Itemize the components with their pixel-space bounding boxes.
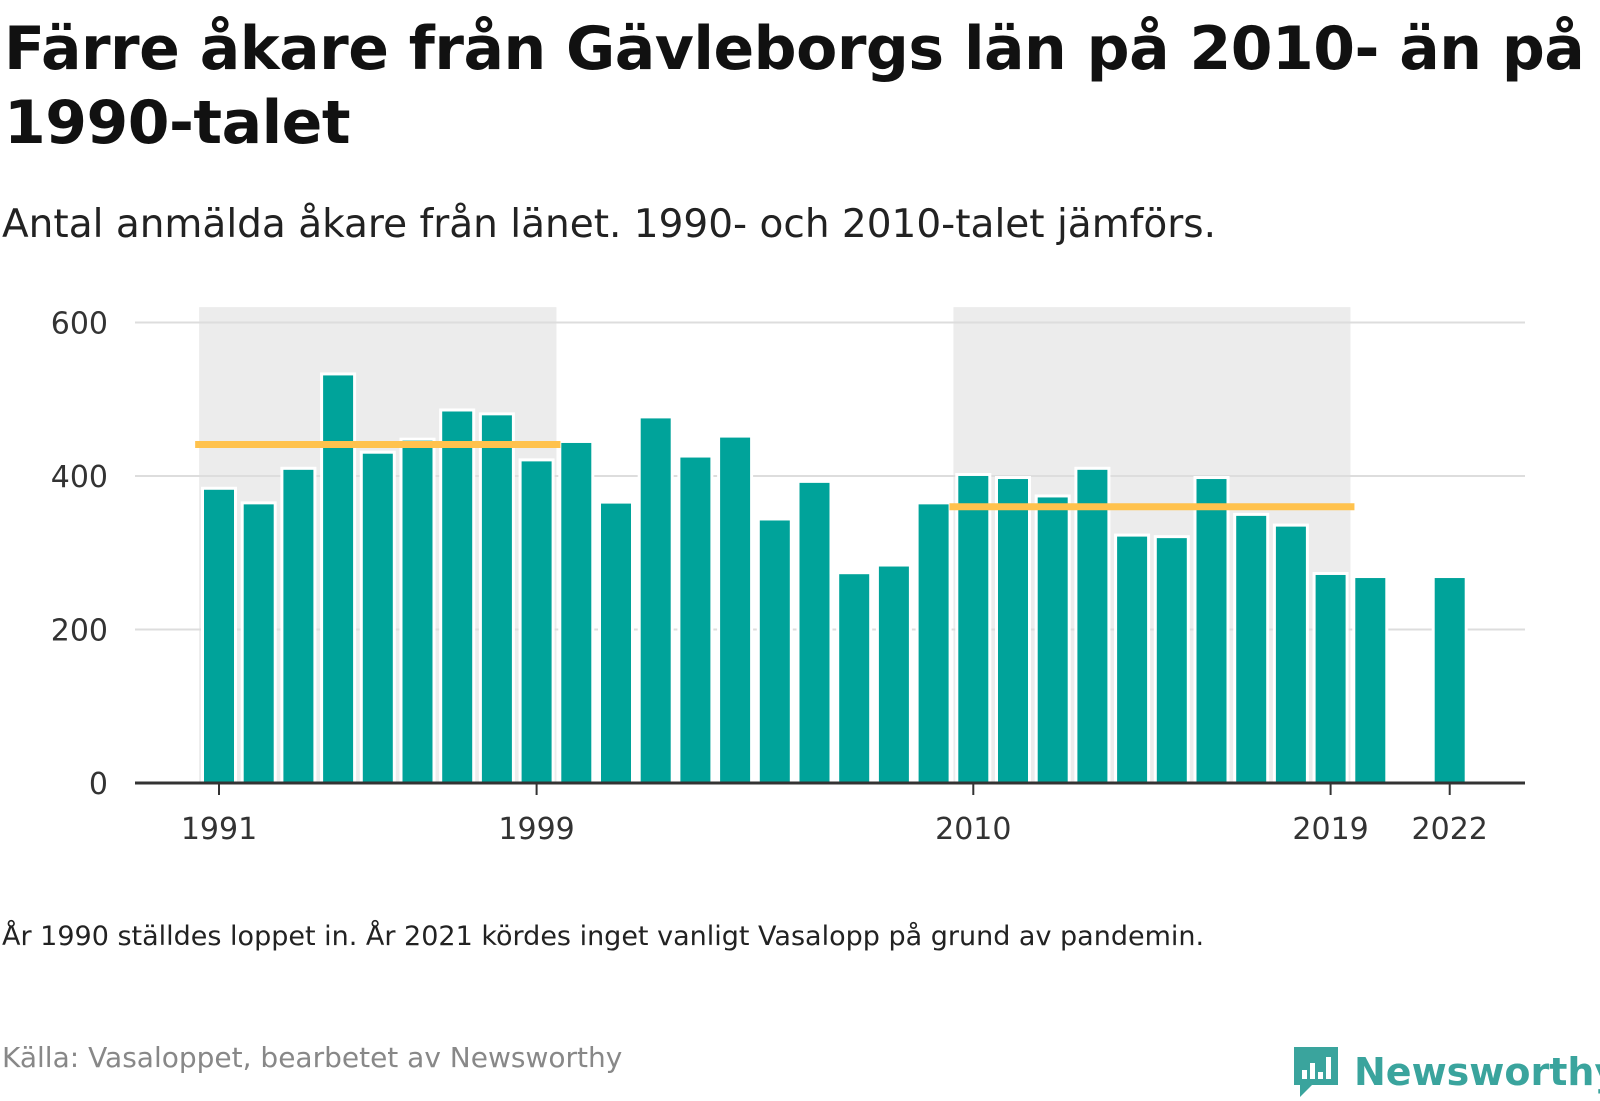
x-tick-label-2019: 2019 <box>1292 812 1368 847</box>
bar-1996 <box>399 437 436 785</box>
y-tick-label-600: 600 <box>51 307 108 342</box>
bar-2000 <box>558 439 595 785</box>
bar-2003 <box>677 454 714 785</box>
x-tick-label-2010: 2010 <box>935 812 1011 847</box>
bar-2016 <box>1193 476 1230 785</box>
x-axis: 1991 1999 2010 2019 2022 <box>135 781 1525 847</box>
footnote: År 1990 ställdes loppet in. År 2021 körd… <box>2 921 1205 952</box>
bar-2012 <box>1034 494 1071 785</box>
bar-2009 <box>915 501 952 785</box>
bar-2014 <box>1114 533 1151 785</box>
bar-1991 <box>201 486 237 785</box>
source-credit: Källa: Vasaloppet, bearbetet av Newswort… <box>2 1041 623 1074</box>
bar-2020 <box>1352 575 1389 785</box>
x-tick-label-2022: 2022 <box>1412 812 1488 847</box>
bar-1994 <box>320 372 357 785</box>
bars <box>201 372 1468 785</box>
bar-2015 <box>1153 535 1190 785</box>
y-axis: 0 200 400 600 <box>51 307 108 803</box>
bar-1995 <box>359 450 396 785</box>
newsworthy-logo-text: Newsworthy <box>1354 1050 1600 1094</box>
bar-2002 <box>637 415 674 785</box>
bar-1999 <box>518 458 555 785</box>
bar-1993 <box>280 466 317 785</box>
bar-2018 <box>1272 523 1309 785</box>
bar-2017 <box>1233 512 1270 785</box>
bar-1992 <box>240 501 277 785</box>
bar-1998 <box>478 412 515 785</box>
bar-2011 <box>995 476 1031 785</box>
bar-2007 <box>836 571 873 785</box>
y-tick-label-400: 400 <box>51 460 108 495</box>
chart-subtitle: Antal anmälda åkare från länet. 1990- oc… <box>2 202 1217 247</box>
newsworthy-logo: Newsworthy <box>1290 1043 1600 1101</box>
bar-2004 <box>717 434 754 785</box>
bar-2008 <box>875 563 912 785</box>
y-tick-label-0: 0 <box>89 767 108 802</box>
bar-2019 <box>1312 571 1349 785</box>
bar-2010 <box>955 472 992 785</box>
bar-2022 <box>1431 575 1468 785</box>
newsworthy-logo-icon <box>1294 1047 1338 1097</box>
y-tick-label-200: 200 <box>51 614 108 649</box>
x-tick-label-1999: 1999 <box>498 812 574 847</box>
bar-2013 <box>1074 466 1111 785</box>
x-tick-label-1991: 1991 <box>181 812 257 847</box>
bar-2006 <box>796 479 833 785</box>
bar-1997 <box>439 408 476 785</box>
bar-2001 <box>598 500 634 785</box>
bar-chart: 0 200 400 600 1991 1999 2010 2019 2022 <box>51 307 1525 847</box>
bar-2005 <box>756 517 793 785</box>
average-lines <box>195 441 1355 511</box>
chart-title: Färre åkare från Gävleborgs län på 2010-… <box>4 14 1585 158</box>
